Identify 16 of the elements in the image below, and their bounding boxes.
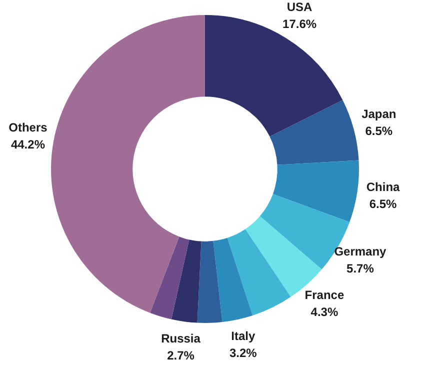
slice-label: USA — [286, 0, 313, 14]
slice-label: Japan — [362, 106, 396, 121]
data-label: 6.5% — [365, 124, 393, 138]
data-label: 2.7% — [167, 348, 195, 363]
data-label: 44.2% — [10, 138, 46, 152]
slice-label: Germany — [334, 244, 387, 258]
slice-label: Russia — [161, 332, 201, 346]
slice-label: Others — [8, 120, 48, 135]
slice-label: China — [366, 180, 400, 194]
data-label: 6.5% — [369, 196, 398, 211]
slice-label: France — [304, 288, 344, 302]
data-label: 5.7% — [346, 261, 374, 276]
data-label: 4.3% — [310, 304, 338, 319]
data-label: 17.6% — [282, 17, 317, 32]
slice-label: Italy — [231, 329, 256, 344]
data-label: 3.2% — [229, 346, 258, 360]
